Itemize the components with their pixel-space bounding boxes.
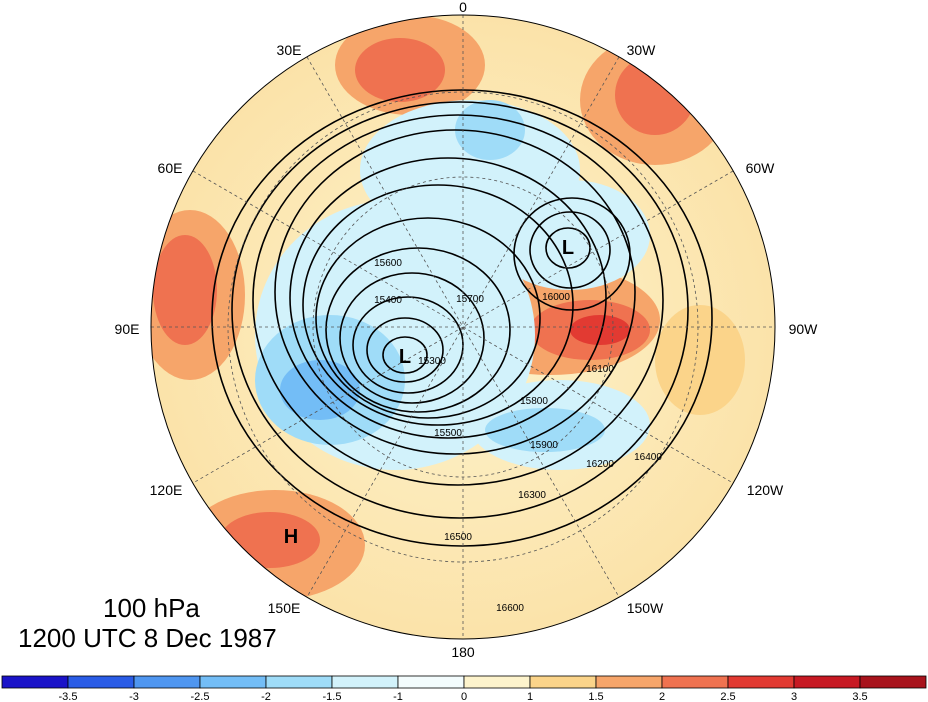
lon-label: 60E [158, 160, 183, 176]
height-contours [211, 89, 713, 547]
colorbar-tick-label: -1 [393, 691, 403, 702]
colorbar-tick-label: 3.5 [852, 691, 867, 702]
lon-label: 90E [115, 321, 140, 337]
colorbar-swatch [133, 675, 201, 689]
colorbar-tick-label: 0 [461, 691, 467, 702]
high-center-label: H [284, 526, 298, 548]
lon-label: 150E [268, 600, 301, 616]
contour-label: 15900 [530, 440, 558, 451]
contour-label: 15500 [434, 428, 462, 439]
low-center-label: L [562, 237, 574, 259]
colorbar-tick-label: 2 [659, 691, 665, 702]
lon-label: 30W [627, 42, 657, 58]
contour-label: 16500 [444, 532, 472, 543]
contour-label: 16100 [586, 364, 614, 375]
warm-anomaly-patch [570, 315, 630, 345]
colorbar-tick-label: -2.5 [191, 691, 210, 702]
colorbar-tick-label: 3 [791, 691, 797, 702]
colorbar-tick-label: 2.5 [720, 691, 735, 702]
contour-label: 16300 [518, 490, 546, 501]
colorbar-tick-label: -3 [129, 691, 139, 702]
colorbar-swatch [199, 675, 267, 689]
colorbar-swatch [397, 675, 465, 689]
colorbar-swatch [463, 675, 531, 689]
graticule [151, 15, 775, 639]
contour-label: 16000 [542, 292, 570, 303]
contour-label: 15300 [418, 356, 446, 367]
contour-label: 15600 [374, 258, 402, 269]
lon-label: 120E [150, 482, 183, 498]
contour-label: 16400 [634, 452, 662, 463]
cool-anomaly-patch [485, 408, 605, 452]
warm-anomaly-patch [153, 235, 217, 345]
lon-label: 0 [459, 0, 467, 15]
colorbar-swatch [793, 675, 861, 689]
datetime-label: 1200 UTC 8 Dec 1987 [18, 623, 277, 653]
colorbar-swatch [265, 675, 333, 689]
shaded-anomaly-field [151, 15, 775, 639]
warm-anomaly-patch [655, 305, 745, 415]
lon-label: 120W [747, 482, 784, 498]
warm-anomaly-patch [355, 38, 445, 102]
contour-label: 15800 [520, 396, 548, 407]
colorbar-swatch [1, 675, 69, 689]
contour-label: 15700 [456, 294, 484, 305]
lon-label: 30E [277, 42, 302, 58]
lon-label: 60W [746, 160, 776, 176]
colorbar-tick-label: 1.5 [588, 691, 603, 702]
colorbar-tick-label: 1 [527, 691, 533, 702]
cool-anomaly-patch [490, 180, 650, 290]
colorbar-tick-label: -3.5 [59, 691, 78, 702]
colorbar-swatch [529, 675, 597, 689]
pressure-level-label: 100 hPa [103, 593, 200, 623]
low-center-label: L [399, 346, 411, 368]
colorbar-swatch [661, 675, 729, 689]
colorbar: -3.5 -3 -2.5 -2 -1.5 -1 0 1 1.5 2 2.5 3 3.5 [1, 675, 927, 702]
contour-labels: 16500 16600 16300 16400 16200 16100 1600… [374, 258, 662, 614]
contour-label: 16200 [586, 459, 614, 470]
colorbar-tick-label: -2 [261, 691, 271, 702]
lon-label: 150W [627, 600, 664, 616]
contour-label: 16600 [496, 603, 524, 614]
colorbar-swatch [67, 675, 135, 689]
colorbar-tick-label: -1.5 [323, 691, 342, 702]
map-boundary [150, 14, 776, 640]
warm-anomaly-patch [615, 55, 695, 135]
lon-label: 180 [451, 644, 475, 660]
contour-label: 15400 [374, 295, 402, 306]
colorbar-swatch [859, 675, 927, 689]
colorbar-swatch [595, 675, 663, 689]
longitude-labels: 0 30W 60W 90W 120W 150W 180 150E 120E 90… [115, 0, 819, 660]
colorbar-swatch [331, 675, 399, 689]
lon-label: 90W [789, 321, 819, 337]
colorbar-swatch [727, 675, 795, 689]
